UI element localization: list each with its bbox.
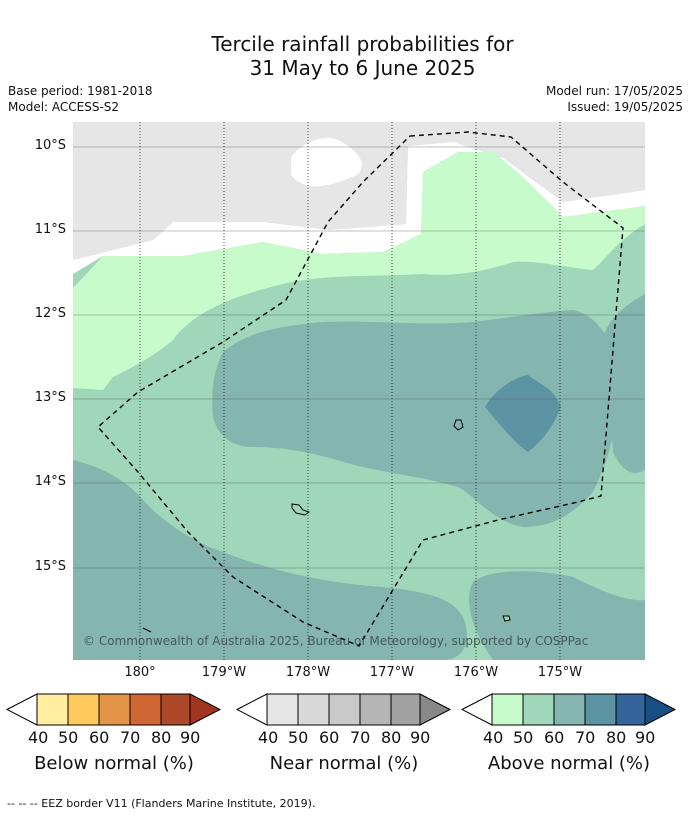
above-60-70-southwest <box>73 460 467 660</box>
copyright-notice: © Commonwealth of Australia 2025, Bureau… <box>83 634 588 648</box>
colorbar-tick: 80 <box>151 728 172 747</box>
colorbar-segment <box>189 693 222 726</box>
lon-label: 177°W <box>369 665 415 680</box>
colorbar-tick: 70 <box>575 728 596 747</box>
lon-label: 179°W <box>201 665 247 680</box>
colorbar-tick: 40 <box>28 728 49 747</box>
base-period: Base period: 1981-2018 <box>8 84 153 98</box>
lat-label: 12°S <box>34 306 66 321</box>
eez-border <box>97 131 624 647</box>
island-marker <box>502 615 511 622</box>
colorbar-segment <box>328 693 361 726</box>
eez-footnote: -- -- -- EEZ border V11 (Flanders Marine… <box>7 797 316 810</box>
below-normal-colorbar <box>6 693 222 726</box>
colorbar-segment <box>266 693 299 726</box>
colorbar-segment <box>644 693 677 726</box>
issued-date: Issued: 19/05/2025 <box>567 100 683 114</box>
above-70-80-region <box>485 375 561 452</box>
near-normal-region <box>73 122 645 260</box>
colorbar-segment <box>98 693 131 726</box>
map-title-line2: 31 May to 6 June 2025 <box>249 56 476 80</box>
lat-label: 11°S <box>34 222 66 237</box>
colorbar-segment <box>36 693 69 726</box>
lat-label: 10°S <box>34 138 66 153</box>
colorbar-segment <box>584 693 617 726</box>
colorbar-tick: 90 <box>635 728 656 747</box>
island-marker <box>453 419 464 431</box>
colorbar-tick: 40 <box>483 728 504 747</box>
no-signal-patch <box>290 137 362 187</box>
colorbar-segment <box>390 693 421 726</box>
lat-label: 14°S <box>34 474 66 489</box>
island-marker <box>291 503 311 516</box>
above-normal-colorbar <box>461 693 677 726</box>
colorbar-tick: 70 <box>120 728 141 747</box>
colorbar-tick: 90 <box>180 728 201 747</box>
below-normal-caption: Below normal (%) <box>34 753 194 774</box>
above-40-50-region <box>73 152 645 390</box>
colorbar-segment <box>615 693 646 726</box>
island-marker <box>142 627 152 633</box>
above-60-70-region-core <box>212 310 620 527</box>
colorbar-segment <box>419 693 452 726</box>
colorbar-tick: 60 <box>544 728 565 747</box>
colorbar-segment <box>359 693 392 726</box>
near-normal-colorbar <box>236 693 452 726</box>
colorbar-segment <box>160 693 191 726</box>
colorbar-segment <box>67 693 100 726</box>
colorbar-segment <box>129 693 162 726</box>
colorbar-segment <box>553 693 586 726</box>
model-name: Model: ACCESS-S2 <box>8 100 120 114</box>
lon-label: 176°W <box>453 665 499 680</box>
colorbar-tick: 50 <box>58 728 79 747</box>
lat-label: 13°S <box>34 390 66 405</box>
colorbar-tick: 60 <box>89 728 110 747</box>
colorbar-tick: 80 <box>381 728 402 747</box>
model-run: Model run: 17/05/2025 <box>545 84 683 98</box>
colorbar-segment <box>297 693 330 726</box>
near-normal-caption: Near normal (%) <box>269 753 419 774</box>
forecast-map: © Commonwealth of Australia 2025, Bureau… <box>73 122 645 660</box>
colorbar-tick: 80 <box>606 728 627 747</box>
above-60-70-southeast <box>469 571 645 660</box>
colorbar-segment <box>461 693 493 726</box>
colorbar-segment <box>522 693 555 726</box>
lon-label: 175°W <box>537 665 583 680</box>
colorbar-segment <box>236 693 268 726</box>
colorbar-tick: 50 <box>513 728 534 747</box>
above-normal-caption: Above normal (%) <box>487 753 651 774</box>
colorbar-segment <box>6 693 38 726</box>
lon-label: 180° <box>124 665 156 680</box>
lon-label: 178°W <box>285 665 331 680</box>
colorbar-tick: 50 <box>288 728 309 747</box>
colorbar-tick: 60 <box>319 728 340 747</box>
map-title-line1: Tercile rainfall probabilities for <box>211 32 514 56</box>
colorbar-segment <box>491 693 524 726</box>
colorbar-tick: 90 <box>410 728 431 747</box>
no-signal-band <box>73 142 645 274</box>
colorbar-tick: 40 <box>258 728 279 747</box>
colorbar-tick: 70 <box>350 728 371 747</box>
above-60-70-region <box>597 294 645 473</box>
latitude-gridlines <box>73 146 645 569</box>
lat-label: 15°S <box>34 559 66 574</box>
